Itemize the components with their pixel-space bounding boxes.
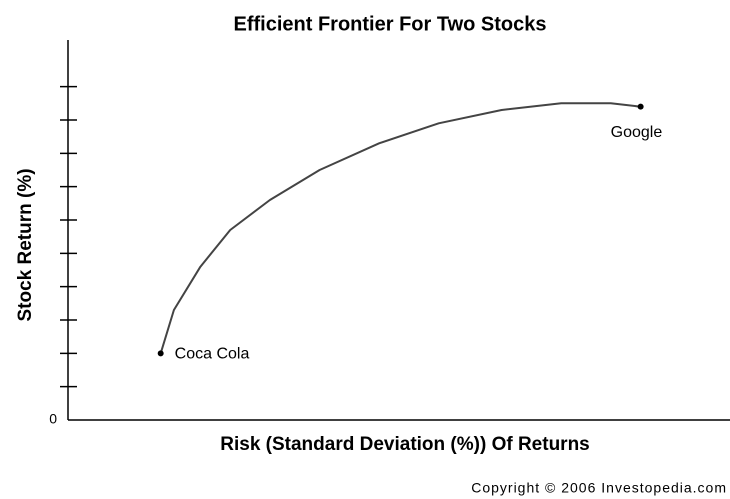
copyright: Copyright © 2006 Investopedia.com: [471, 480, 727, 496]
stock-point: [157, 350, 164, 357]
chart-title: Efficient Frontier For Two Stocks: [234, 13, 547, 35]
stock-point: [637, 103, 644, 110]
point-label: Coca Cola: [175, 346, 250, 363]
x-axis-label: Risk (Standard Deviation (%)) Of Returns: [220, 434, 590, 455]
frontier-curve: [159, 102, 642, 355]
point-label: Google: [611, 124, 663, 141]
y-axis-label: Stock Return (%): [15, 168, 36, 321]
y-tick-label: 0: [49, 411, 57, 427]
